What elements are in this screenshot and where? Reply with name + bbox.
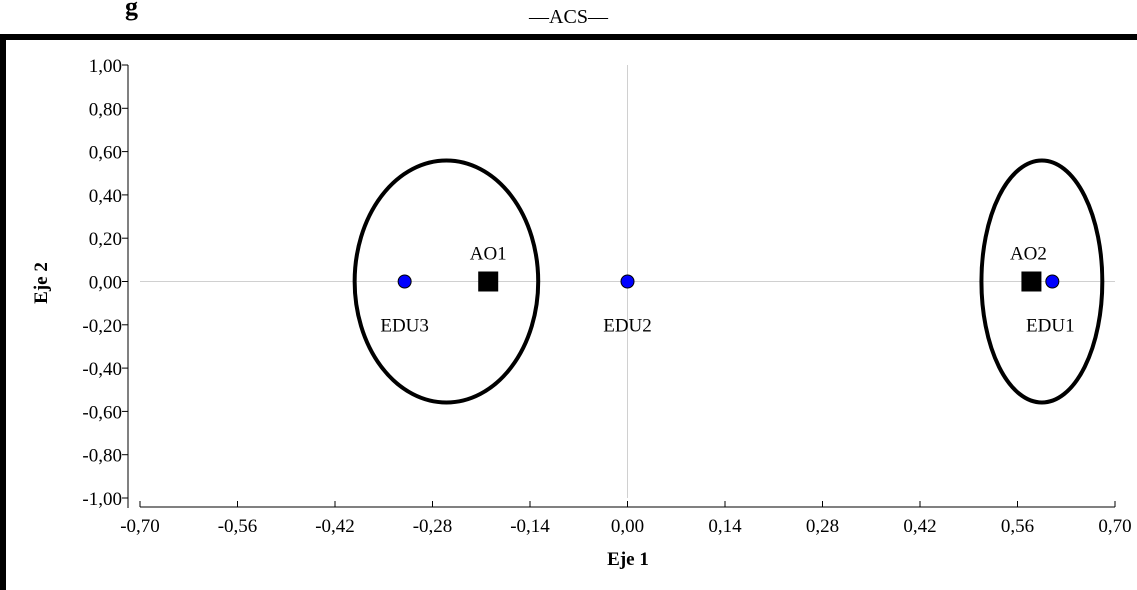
x-tick-label: -0,70 — [120, 516, 160, 537]
y-tick-label: -1,00 — [82, 489, 122, 510]
x-tick-label: 0,42 — [903, 516, 936, 537]
x-tick-label: -0,56 — [218, 516, 258, 537]
page-title: g — [125, 0, 138, 21]
x-tick-label: -0,28 — [413, 516, 453, 537]
x-axis-title: Eje 1 — [607, 549, 649, 570]
x-tick-label: 0,70 — [1098, 516, 1131, 537]
grouping-ellipse — [979, 158, 1105, 405]
y-tick-label: -0,20 — [82, 316, 122, 337]
y-tick-label: 0,00 — [89, 273, 122, 294]
y-tick-label: -0,80 — [82, 446, 122, 467]
axes-layer: 1,00 0,80 0,60 0,40 0,20 0,00 -0,20 -0,40 -0,60 -… — [82, 56, 1131, 537]
y-axis-title: Eje 2 — [31, 262, 52, 304]
y-tick-label: -0,60 — [82, 402, 122, 423]
x-tick-label: 0,28 — [806, 516, 839, 537]
y-tick-label: 0,40 — [89, 186, 122, 207]
point-label-ao2: AO2 — [1010, 244, 1047, 265]
x-tick-label: -0,14 — [510, 516, 550, 537]
chart-title: —ACS— — [529, 6, 608, 28]
point-marker-edu2 — [620, 274, 635, 289]
y-tick-label: -0,40 — [82, 359, 122, 380]
point-marker-ao2 — [1021, 271, 1042, 292]
point-marker-ao1 — [478, 271, 499, 292]
point-label-edu1: EDU1 — [1026, 316, 1075, 337]
point-label-edu3: EDU3 — [380, 316, 429, 337]
grouping-ellipse — [352, 158, 541, 405]
data-marks — [397, 271, 1060, 292]
point-label-edu2: EDU2 — [603, 316, 652, 337]
x-tick-label: 0,56 — [1001, 516, 1034, 537]
point-marker-edu3 — [397, 274, 412, 289]
y-tick-label: 0,20 — [89, 229, 122, 250]
point-labels: EDU1 EDU2 EDU3 AO1 AO2 — [380, 244, 1074, 337]
x-tick-label: 0,00 — [611, 516, 644, 537]
frame-left-border — [0, 34, 6, 590]
point-label-ao1: AO1 — [470, 244, 507, 265]
grouping-ellipses — [352, 158, 1105, 405]
x-tick-label: -0,42 — [315, 516, 355, 537]
y-tick-label: 0,60 — [89, 143, 122, 164]
y-tick-label: 1,00 — [89, 56, 122, 77]
y-tick-label: 0,80 — [89, 99, 122, 120]
x-tick-label: 0,14 — [708, 516, 742, 537]
frame-top-border — [0, 34, 1137, 40]
point-marker-edu1 — [1045, 274, 1060, 289]
